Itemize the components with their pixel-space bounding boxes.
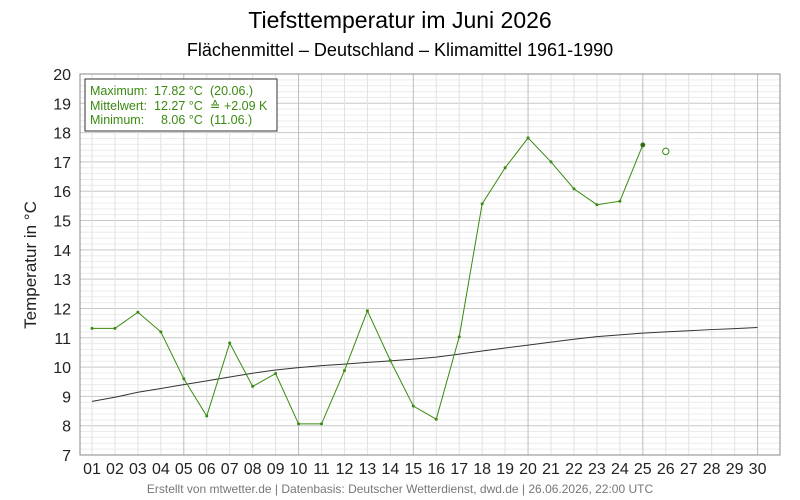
- min-temp-point: [411, 404, 415, 408]
- plot-frame: [79, 73, 781, 456]
- min-temp-point: [274, 372, 278, 376]
- x-tick-label: 29: [726, 461, 744, 478]
- x-tick-label: 15: [404, 461, 422, 478]
- x-tick-label: 08: [244, 461, 262, 478]
- x-tick-label: 14: [381, 461, 399, 478]
- x-tick-label: 30: [749, 461, 767, 478]
- x-tick-label: 27: [680, 461, 698, 478]
- y-tick-label: 9: [62, 389, 71, 406]
- x-tick-label: 18: [473, 461, 491, 478]
- x-tick-label: 04: [152, 461, 170, 478]
- x-tick-label: 21: [542, 461, 560, 478]
- series-group: [90, 136, 758, 426]
- legend-max-value: 17.82 °C: [154, 84, 203, 98]
- min-temp-point: [136, 310, 140, 314]
- chart-title: Tiefsttemperatur im Juni 2026: [248, 7, 551, 33]
- climate-mean-line: [91, 327, 758, 402]
- x-tick-label: 12: [336, 461, 354, 478]
- y-tick-label: 10: [53, 360, 71, 377]
- x-tick-label: 13: [359, 461, 377, 478]
- y-tick-label: 7: [62, 448, 71, 465]
- x-tick-label: 20: [519, 461, 537, 478]
- forecast-point: [662, 147, 670, 156]
- legend-min-date: (11.06.): [210, 113, 252, 127]
- x-tick-label: 24: [611, 461, 629, 478]
- min-temp-point: [159, 330, 163, 334]
- min-temp-point: [434, 417, 438, 421]
- y-tick-label: 18: [53, 126, 71, 143]
- min-temp-point: [480, 202, 484, 206]
- min-temp-point: [205, 414, 209, 418]
- min-temp-point: [503, 166, 507, 170]
- min-temp-point: [182, 377, 186, 381]
- x-tick-label: 25: [634, 461, 652, 478]
- min-temp-point: [457, 335, 461, 339]
- x-tick-label: 06: [198, 461, 216, 478]
- x-tick-label: 05: [175, 461, 193, 478]
- x-tick-label: 01: [83, 461, 101, 478]
- y-tick-label: 12: [53, 301, 71, 318]
- legend-mean-anomaly: ≙ +2.09 K: [210, 99, 268, 113]
- min-temp-point: [595, 203, 599, 207]
- y-tick-label: 8: [62, 419, 71, 436]
- min-temp-point: [618, 199, 622, 203]
- min-temp-point: [113, 326, 117, 330]
- x-tick-label: 17: [450, 461, 468, 478]
- min-temp-point: [640, 142, 646, 148]
- x-tick-label: 03: [129, 461, 147, 478]
- x-tick-label: 10: [290, 461, 308, 478]
- y-tick-label: 20: [53, 67, 71, 84]
- x-tick-label: 09: [267, 461, 285, 478]
- legend-frame: [84, 78, 278, 132]
- legend-mean-label: Mittelwert:: [90, 99, 147, 113]
- legend-min-value: 8.06 °C: [161, 113, 203, 127]
- min-temp-point: [320, 422, 324, 426]
- min-temp-point: [526, 136, 530, 140]
- footer-credit: Erstellt von mtwetter.de | Datenbasis: D…: [147, 482, 654, 496]
- x-tick-label: 19: [496, 461, 514, 478]
- x-tick-label: 02: [106, 461, 124, 478]
- min-temp-point: [549, 160, 553, 164]
- legend-max-label: Maximum:: [90, 84, 148, 98]
- min-temp-point: [251, 384, 255, 388]
- min-temp-point: [365, 309, 369, 313]
- legend-box: Maximum: 17.82 °C (20.06.) Mittelwert: 1…: [84, 78, 278, 132]
- y-tick-label: 17: [53, 155, 71, 172]
- y-tick-label: 16: [53, 184, 71, 201]
- y-tick-label: 14: [53, 243, 71, 260]
- y-axis-label: Temperatur in °C: [21, 201, 40, 329]
- legend-min-label: Minimum:: [90, 113, 144, 127]
- x-tick-label: 16: [427, 461, 445, 478]
- x-tick-label: 26: [657, 461, 675, 478]
- x-tick-label: 22: [565, 461, 583, 478]
- min-temp-point: [388, 359, 392, 363]
- chart-subtitle: Flächenmittel – Deutschland – Klimamitte…: [187, 40, 613, 60]
- y-tick-label: 11: [54, 331, 71, 348]
- min-temp-point: [90, 326, 94, 330]
- min-temp-point: [228, 341, 232, 345]
- legend-max-date: (20.06.): [210, 84, 253, 98]
- y-tick-label: 13: [53, 272, 71, 289]
- min-temp-point: [342, 369, 346, 373]
- y-tick-label: 19: [53, 96, 71, 113]
- y-tick-label: 15: [53, 214, 71, 231]
- x-tick-label: 28: [703, 461, 721, 478]
- legend-mean-value: 12.27 °C: [154, 99, 203, 113]
- min-temp-point: [297, 422, 301, 426]
- min-temp-point: [572, 187, 576, 191]
- x-tick-label: 11: [313, 461, 330, 478]
- x-tick-label: 23: [588, 461, 606, 478]
- x-tick-label: 07: [221, 461, 239, 478]
